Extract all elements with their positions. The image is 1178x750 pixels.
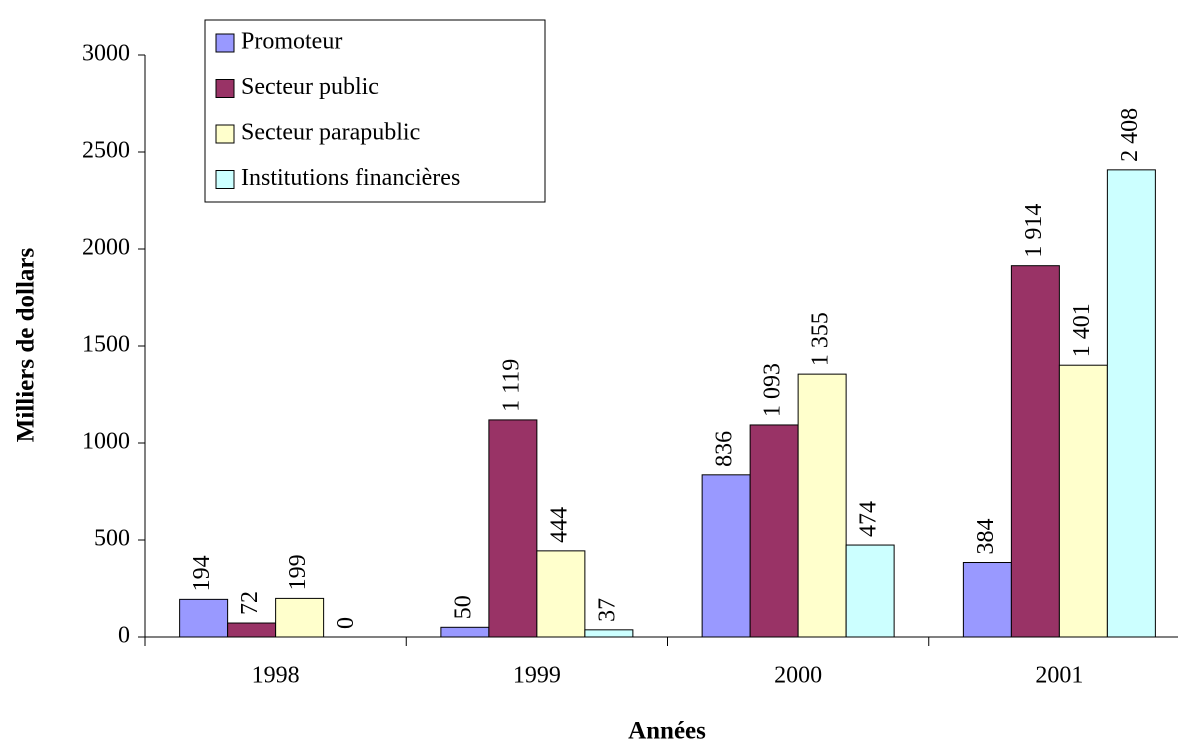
legend-label: Secteur parapublic [241, 120, 420, 146]
value-label: 1 093 [760, 363, 786, 417]
bar [440, 626, 490, 638]
y-tick-label: 0 [118, 623, 130, 649]
bar [1010, 265, 1060, 638]
y-tick-label: 500 [94, 526, 130, 552]
value-label: 1 914 [1021, 204, 1047, 258]
y-axis-title: Milliers de dollars [13, 248, 40, 443]
value-label: 194 [189, 555, 215, 591]
bar [536, 550, 586, 638]
value-label: 0 [333, 617, 359, 629]
value-label: 50 [450, 595, 476, 619]
x-tick-label: 2001 [1035, 663, 1083, 689]
bar [275, 597, 325, 638]
value-label: 384 [973, 519, 999, 555]
bar [749, 424, 799, 638]
y-tick-label: 1500 [82, 332, 130, 358]
legend-label: Secteur public [241, 74, 379, 100]
legend-label: Promoteur [241, 29, 342, 55]
legend [204, 19, 546, 203]
bar [797, 373, 847, 638]
bar [1058, 364, 1108, 638]
value-label: 72 [237, 591, 263, 615]
y-tick-label: 2000 [82, 235, 130, 261]
x-tick-label: 1999 [513, 663, 561, 689]
value-label: 836 [712, 431, 738, 467]
y-tick-label: 1000 [82, 429, 130, 455]
bar [845, 544, 895, 638]
legend-swatch [215, 33, 235, 53]
value-label: 2 408 [1117, 108, 1143, 162]
bar [1106, 169, 1156, 638]
bar [179, 598, 229, 638]
x-axis-title: Années [628, 718, 706, 745]
bar [701, 474, 751, 638]
bar [584, 629, 634, 638]
legend-swatch [215, 170, 235, 189]
value-label: 1 401 [1069, 303, 1095, 357]
bar [227, 622, 277, 638]
legend-swatch [215, 79, 235, 98]
y-tick-label: 3000 [82, 41, 130, 67]
bar [962, 562, 1012, 638]
legend-swatch [215, 124, 235, 144]
x-tick-label: 1998 [252, 663, 300, 689]
value-label: 474 [856, 501, 882, 537]
y-tick-label: 2500 [82, 138, 130, 164]
value-label: 37 [594, 598, 620, 622]
x-tick-label: 2000 [774, 663, 822, 689]
value-label: 1 119 [498, 359, 524, 412]
legend-label: Institutions financières [241, 165, 460, 191]
value-label: 444 [546, 507, 572, 543]
value-label: 199 [285, 554, 311, 590]
bar [488, 419, 538, 638]
value-label: 1 355 [808, 312, 834, 366]
